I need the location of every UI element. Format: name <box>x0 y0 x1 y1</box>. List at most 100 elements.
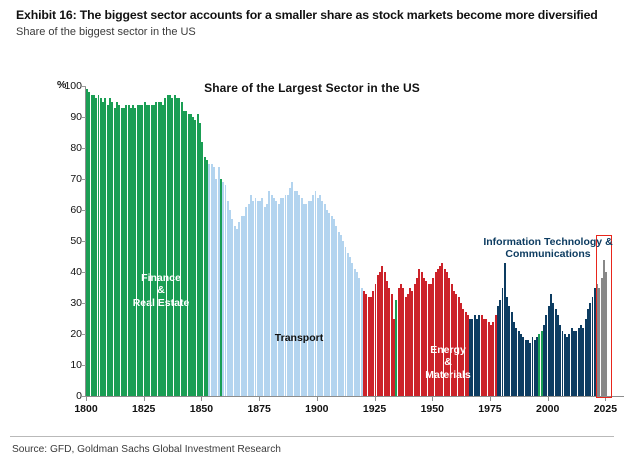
bar <box>464 312 467 396</box>
bar <box>519 334 522 396</box>
bar <box>309 200 312 396</box>
bar <box>540 330 543 396</box>
x-axis-tick-label: 1900 <box>305 403 329 415</box>
bar <box>146 104 148 396</box>
bar <box>111 101 114 396</box>
bar <box>450 284 453 396</box>
bar <box>554 309 557 396</box>
x-axis-tick-label: 2025 <box>593 403 618 415</box>
x-axis-tick-label: 1975 <box>478 403 502 415</box>
bar <box>579 324 582 396</box>
bar <box>330 216 333 396</box>
bar <box>436 268 439 396</box>
bar <box>358 278 361 396</box>
bar <box>275 200 278 396</box>
bar <box>157 101 160 396</box>
bar <box>443 268 446 396</box>
x-axis-tick-label: 1925 <box>362 403 387 415</box>
bar <box>136 104 139 396</box>
bar <box>134 107 137 396</box>
bar <box>261 197 264 396</box>
bar <box>215 179 218 396</box>
bar <box>217 166 220 396</box>
bar <box>499 299 502 396</box>
bar <box>104 98 107 396</box>
y-axis: 0 10 20 30 40 50 60 70 80 90 100 <box>48 80 86 402</box>
y-axis-tick-mark <box>82 117 86 118</box>
bar <box>416 278 419 396</box>
bar <box>515 327 518 396</box>
bar <box>113 107 116 396</box>
bar <box>402 287 405 396</box>
bar <box>222 182 225 396</box>
bar <box>365 293 368 396</box>
y-axis-tick-mark <box>82 303 86 304</box>
bar <box>381 265 384 396</box>
annotation-finance: Finance & Real Estate <box>106 272 216 309</box>
bar <box>545 315 548 396</box>
annotation-finance-line1: Finance <box>141 272 181 284</box>
bar <box>335 225 338 396</box>
bar <box>459 303 462 396</box>
y-axis-tick-label: 80 <box>70 142 82 154</box>
bar <box>455 293 458 396</box>
bar <box>300 197 303 396</box>
bar <box>182 110 185 396</box>
highlight-box <box>596 234 612 398</box>
bar <box>95 98 98 396</box>
bar <box>125 104 128 396</box>
chart-area: Share of the Largest Sector in the US % … <box>10 72 624 420</box>
bar <box>593 287 596 396</box>
bar <box>296 191 298 396</box>
bar <box>86 89 88 396</box>
bar <box>302 203 305 396</box>
bar <box>492 321 495 396</box>
y-axis-tick-label: 100 <box>64 80 82 92</box>
bar <box>570 327 573 396</box>
bar <box>439 265 442 396</box>
bar <box>346 253 349 396</box>
bar <box>150 104 153 396</box>
bar <box>247 203 250 396</box>
y-axis-tick-mark <box>82 365 86 366</box>
bar <box>487 321 490 396</box>
bar <box>219 179 222 396</box>
bar <box>323 203 326 396</box>
bar <box>169 95 172 396</box>
bar-series <box>48 86 610 396</box>
x-axis-tick-mark <box>432 397 434 401</box>
bar <box>284 194 287 396</box>
bar <box>411 290 414 396</box>
annotation-energy-line2: & <box>444 356 452 369</box>
bar <box>272 197 275 396</box>
bar <box>99 98 102 396</box>
bar <box>549 293 552 396</box>
y-axis-unit-label: % <box>57 79 67 91</box>
bar <box>586 309 589 396</box>
bar <box>268 191 271 396</box>
exhibit-title: Exhibit 16: The biggest sector accounts … <box>16 8 598 22</box>
bar <box>577 327 580 396</box>
bar <box>406 293 409 396</box>
bar <box>448 278 451 396</box>
bar <box>483 318 485 396</box>
x-axis-tick-label: 1825 <box>132 403 156 415</box>
bar <box>233 225 236 396</box>
bar <box>374 284 377 396</box>
bar <box>603 259 606 396</box>
bar <box>538 334 541 396</box>
bar <box>393 318 395 396</box>
bar <box>90 95 93 396</box>
bar <box>194 120 197 396</box>
bar <box>277 203 280 396</box>
y-axis-tick-mark <box>82 148 86 149</box>
bar <box>141 104 144 396</box>
bar <box>187 113 190 396</box>
bar <box>256 200 259 396</box>
bar <box>457 296 460 396</box>
x-axis-tick-mark <box>316 397 318 401</box>
bar <box>159 101 162 396</box>
footer-divider <box>10 436 614 437</box>
bar <box>199 123 202 396</box>
x-axis-tick-label: 1950 <box>420 403 444 415</box>
